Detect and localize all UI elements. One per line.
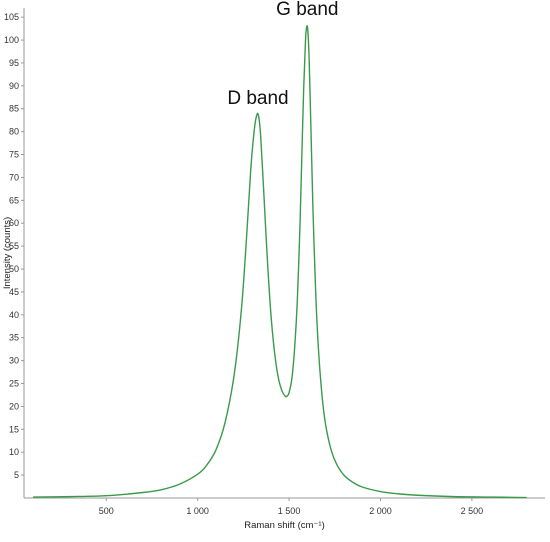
plot-frame bbox=[23, 8, 545, 499]
annotation-layer: D band G band bbox=[227, 0, 338, 109]
x-tick-label: 1 500 bbox=[278, 506, 301, 516]
y-tick-label: 5 bbox=[14, 470, 19, 480]
y-axis-title: Intensity (counts) bbox=[2, 217, 13, 289]
y-tick-label: 75 bbox=[9, 150, 19, 160]
y-tick-label: 100 bbox=[4, 35, 19, 45]
series-layer bbox=[33, 25, 527, 499]
x-tick-label: 2 000 bbox=[369, 506, 392, 516]
y-tick-label: 45 bbox=[9, 287, 19, 297]
y-tick-label: 85 bbox=[9, 104, 19, 114]
band-annotation-label: D band bbox=[227, 88, 288, 109]
y-tick-label: 20 bbox=[9, 401, 19, 411]
x-tick-label: 500 bbox=[99, 506, 114, 516]
y-tick-label: 95 bbox=[9, 58, 19, 68]
y-axis-ticks: 5 10 15 20 25 30 35 40 45 50 55 60 65 70 75 80 85 90 95 100… bbox=[4, 12, 24, 480]
y-tick-label: 90 bbox=[9, 81, 19, 91]
y-tick-label: 70 bbox=[9, 172, 19, 182]
x-axis-ticks: 500 1 000 1 500 2 000 2 500 bbox=[99, 498, 483, 516]
y-tick-label: 50 bbox=[9, 264, 19, 274]
y-tick-label: 40 bbox=[9, 310, 19, 320]
y-tick-label: 25 bbox=[9, 379, 19, 389]
y-tick-label: 60 bbox=[9, 218, 19, 228]
y-tick-label: 35 bbox=[9, 333, 19, 343]
y-tick-label: 15 bbox=[9, 424, 19, 434]
y-tick-label: 65 bbox=[9, 195, 19, 205]
y-tick-label: 10 bbox=[9, 447, 19, 457]
y-tick-label: 55 bbox=[9, 241, 19, 251]
y-tick-label: 30 bbox=[9, 356, 19, 366]
x-axis-title: Raman shift (cm⁻¹) bbox=[244, 520, 325, 531]
y-tick-label: 80 bbox=[9, 127, 19, 137]
x-tick-label: 1 000 bbox=[186, 506, 209, 516]
band-annotation-label: G band bbox=[276, 0, 338, 20]
spectrum-line bbox=[33, 25, 527, 499]
x-tick-label: 2 500 bbox=[461, 506, 484, 516]
y-tick-label: 105 bbox=[4, 12, 19, 22]
